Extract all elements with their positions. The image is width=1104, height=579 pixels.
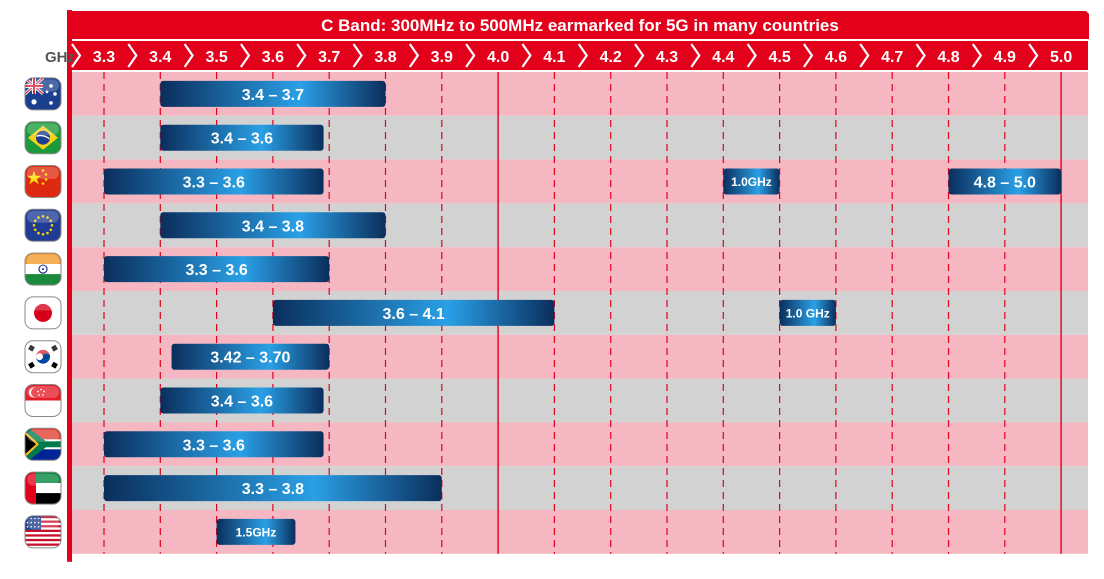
axis-chevron (352, 43, 363, 68)
range-bar (104, 475, 442, 502)
axis-chevron (802, 43, 814, 68)
eu-flag (24, 208, 62, 242)
bar-label: 3.3 – 3.6 (183, 437, 245, 454)
range-bar (779, 299, 836, 326)
range-bar (160, 80, 386, 107)
south-africa-flag (24, 427, 62, 461)
singapore-flag (24, 384, 62, 417)
range-bar (160, 124, 324, 151)
range-bar (104, 168, 324, 195)
bar-label: 4.8 – 5.0 (974, 175, 1036, 192)
tick-label: 3.6 (262, 49, 284, 66)
range-bar (160, 212, 386, 239)
india-flag (24, 252, 62, 286)
usa-flag (24, 515, 62, 549)
country-flags (24, 77, 62, 549)
tick-label: 3.8 (374, 49, 396, 66)
tick-label: 5.0 (1050, 49, 1072, 66)
bar-label: 1.5GHz (236, 525, 277, 539)
range-bars: 3.4 – 3.7 3.4 – 3.6 3.3 – 3.6 1.0GHz 4.8 – 5… (104, 80, 1062, 545)
bar-label: 3.42 – 3.70 (210, 350, 290, 367)
australia-flag (24, 77, 62, 111)
tick-label: 4.5 (768, 49, 790, 66)
tick-label: 3.4 (149, 49, 171, 66)
bar-label: 3.3 – 3.6 (183, 175, 245, 192)
axis-chevron (634, 43, 645, 68)
x-axis: GHz 3.3 3.4 3.5 3.6 3.7 3.8 3.9 4.0 4.1 4.2 4.3 4.4 4… (45, 41, 1088, 70)
title-banner (72, 11, 1089, 39)
axis-chevron (296, 43, 307, 68)
tick-label: 4.2 (600, 49, 622, 66)
axis-unit-label: GHz (45, 49, 75, 66)
row-background (72, 291, 1088, 335)
axis-chevron (127, 43, 138, 68)
bar-label: 3.4 – 3.6 (211, 131, 273, 148)
tick-label: 3.7 (318, 49, 340, 66)
brazil-flag (24, 121, 62, 155)
axis-chevron (408, 43, 420, 68)
range-bar (216, 518, 296, 545)
axis-chevron (521, 43, 532, 68)
bar-label: 3.4 – 3.7 (242, 87, 304, 104)
tick-label: 3.9 (431, 49, 453, 66)
tick-label: 4.8 (937, 49, 959, 66)
axis-chevron (971, 43, 983, 68)
tick-label: 3.5 (205, 49, 227, 66)
bar-label: 3.3 – 3.8 (242, 481, 304, 498)
tick-label: 4.1 (543, 49, 565, 66)
range-bar (948, 168, 1062, 195)
tick-label: 3.3 (93, 49, 115, 66)
tick-label: 4.9 (994, 49, 1016, 66)
axis-chevron (239, 43, 251, 68)
axis-chevron (1028, 43, 1039, 68)
tick-label: 4.6 (825, 49, 847, 66)
south-korea-flag (24, 340, 62, 374)
axis-chevron (71, 43, 82, 68)
chart-header: C Band: 300MHz to 500MHz earmarked for 5… (72, 11, 1089, 39)
china-flag (24, 165, 62, 198)
bar-label: 1.0 GHz (786, 306, 830, 320)
range-bar (723, 168, 780, 195)
japan-flag (24, 296, 62, 330)
range-bar (272, 299, 555, 326)
chart-title: C Band: 300MHz to 500MHz earmarked for 5… (321, 16, 839, 35)
bar-label: 3.3 – 3.6 (185, 262, 247, 279)
bar-label: 3.6 – 4.1 (383, 306, 445, 323)
bar-label: 3.4 – 3.8 (242, 218, 304, 235)
uae-flag (24, 471, 62, 505)
range-bar (171, 343, 330, 370)
axis-chevron (690, 43, 701, 68)
range-bar (104, 256, 330, 283)
bar-label: 3.4 – 3.6 (211, 394, 273, 411)
axis-chevron (746, 43, 757, 68)
range-bar (104, 431, 324, 458)
y-axis-line (67, 10, 72, 562)
tick-label: 4.3 (656, 49, 678, 66)
axis-chevron (859, 43, 870, 68)
tick-label: 4.7 (881, 49, 903, 66)
axis-chevron (577, 43, 589, 68)
bar-label: 1.0GHz (731, 175, 772, 189)
tick-label: 4.4 (712, 49, 734, 66)
axis-chevron (915, 43, 926, 68)
axis-chevron (465, 43, 476, 68)
axis-chevron (183, 43, 194, 68)
range-bar (160, 387, 324, 414)
tick-label: 4.0 (487, 49, 509, 66)
